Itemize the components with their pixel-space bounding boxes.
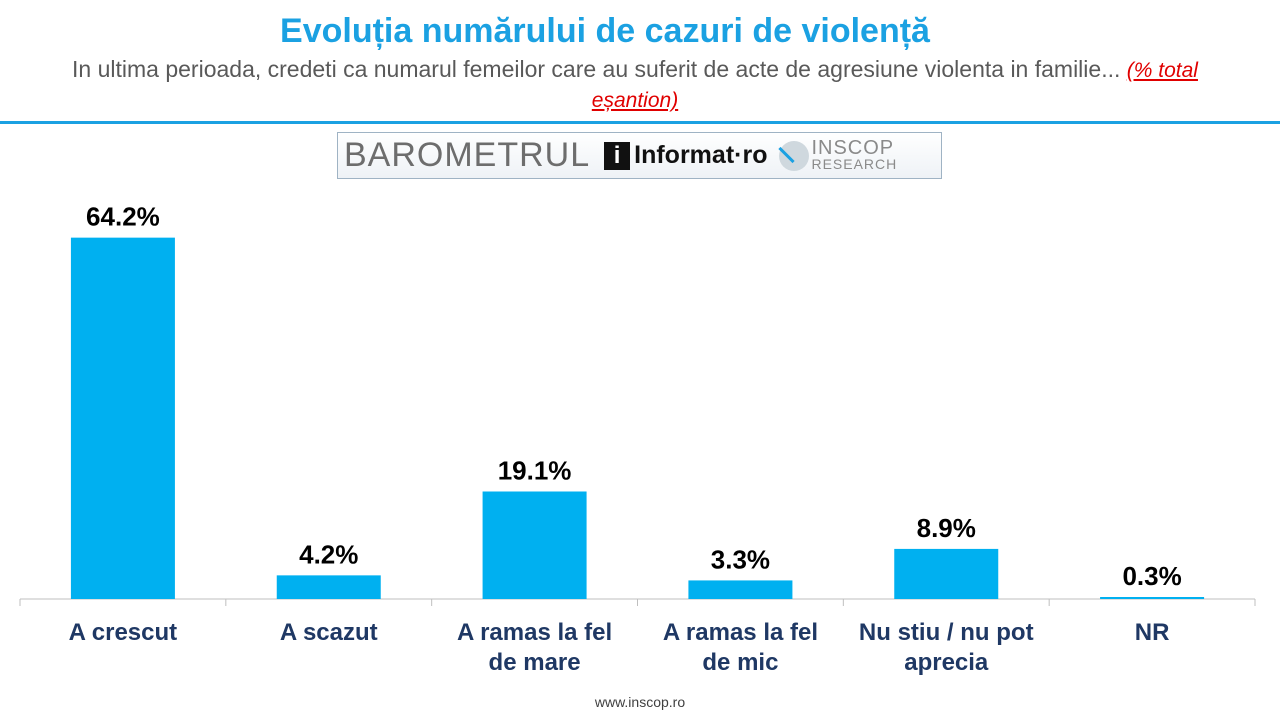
header-divider bbox=[0, 121, 1280, 124]
bar bbox=[70, 237, 175, 599]
logo-informat-text: Informat·ro bbox=[634, 141, 768, 169]
x-tick-label: NR bbox=[1135, 619, 1170, 646]
bar bbox=[894, 548, 999, 599]
data-label: 8.9% bbox=[917, 513, 976, 543]
logo-barometru-text: BAROMETRUL bbox=[344, 136, 591, 174]
x-tick-label: A crescut bbox=[69, 619, 178, 646]
x-tick-label: Nu stiu / nu pot bbox=[859, 619, 1034, 646]
data-label: 64.2% bbox=[86, 202, 160, 232]
bar bbox=[688, 580, 793, 599]
subtitle-question: In ultima perioada, credeti ca numarul f… bbox=[72, 56, 1121, 82]
footer-url: www.inscop.ro bbox=[594, 694, 686, 710]
data-label: 3.3% bbox=[711, 544, 770, 574]
data-label: 0.3% bbox=[1122, 561, 1181, 591]
inscop-logo: INSCOP RESEARCH bbox=[779, 136, 898, 172]
barometru-logo-banner: BAROMETRUL i Informat·ro INSCOP RESEARCH bbox=[337, 132, 942, 179]
x-tick-label: de mic bbox=[702, 649, 778, 676]
x-tick-label: A ramas la fel bbox=[663, 619, 818, 646]
data-label: 4.2% bbox=[299, 539, 358, 569]
inscop-logo-icon bbox=[779, 140, 810, 171]
chart-title: Evoluția numărului de cazuri de violență bbox=[280, 12, 930, 50]
informat-logo-icon: i bbox=[604, 141, 631, 170]
subtitle-sample-note: (% total eșantion) bbox=[591, 59, 1198, 112]
x-tick-label: aprecia bbox=[904, 649, 989, 676]
logo-inscop-text: INSCOP bbox=[811, 136, 895, 159]
chart-subtitle: In ultima perioada, credeti ca numarul f… bbox=[60, 55, 1210, 115]
logo-research-text: RESEARCH bbox=[811, 155, 898, 172]
bar bbox=[482, 491, 587, 599]
bar bbox=[276, 575, 381, 599]
x-tick-label: A scazut bbox=[280, 619, 378, 646]
bar bbox=[1100, 597, 1205, 599]
x-tick-label: A ramas la fel bbox=[457, 619, 612, 646]
x-tick-label: de mare bbox=[489, 649, 581, 676]
data-label: 19.1% bbox=[498, 455, 572, 485]
